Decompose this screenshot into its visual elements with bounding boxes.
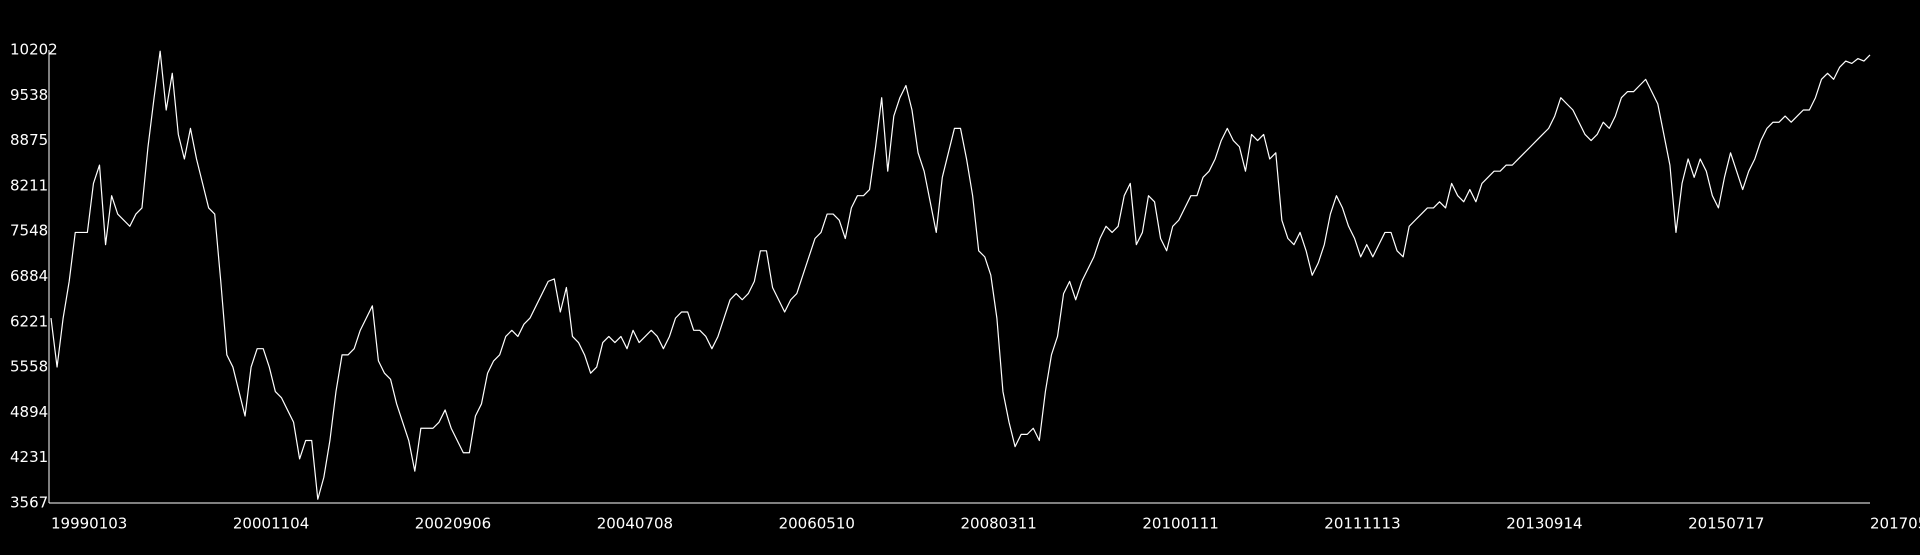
x-tick-label: 20001104 (233, 515, 309, 533)
x-tick-label: 20150717 (1688, 515, 1764, 533)
y-tick-label: 5558 (10, 358, 48, 376)
x-tick-label: 20080311 (961, 515, 1037, 533)
x-tick-label: 20060510 (779, 515, 855, 533)
y-tick-label: 6221 (10, 312, 48, 330)
x-tick-label: 20040708 (597, 515, 673, 533)
y-tick-label: 7548 (10, 222, 48, 240)
x-tick-label: 20100111 (1142, 515, 1218, 533)
y-tick-label: 10202 (10, 41, 58, 59)
x-tick-label: 201705 (1870, 515, 1920, 533)
y-tick-label: 4231 (10, 448, 48, 466)
x-tick-label: 20111113 (1324, 515, 1400, 533)
y-tick-label: 3567 (10, 494, 48, 512)
y-tick-label: 6884 (10, 267, 48, 285)
x-tick-label: 19990103 (51, 515, 127, 533)
y-tick-label: 8211 (10, 176, 48, 194)
x-tick-label: 20020906 (415, 515, 491, 533)
y-tick-label: 8875 (10, 131, 48, 149)
y-tick-label: 4894 (10, 403, 48, 421)
x-tick-label: 20130914 (1506, 515, 1582, 533)
y-tick-label: 9538 (10, 86, 48, 104)
line-series (50, 50, 1871, 500)
